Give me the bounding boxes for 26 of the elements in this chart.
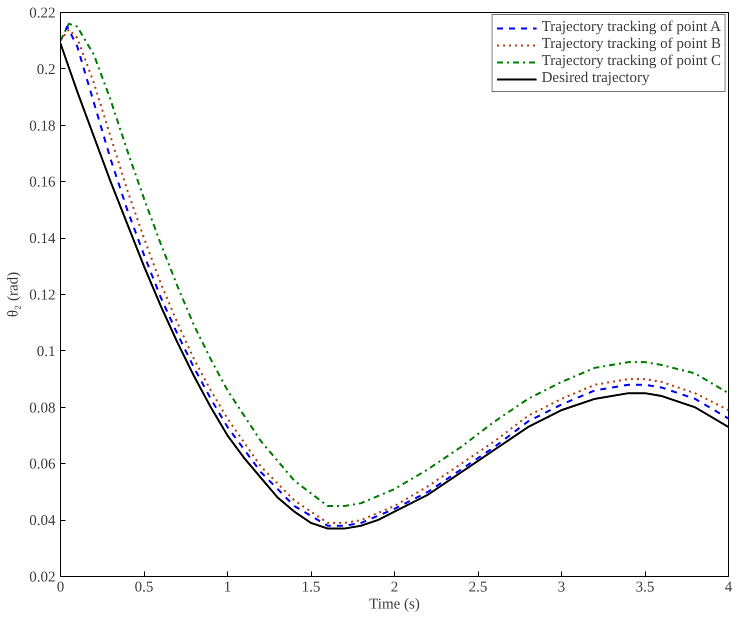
x-tick-label: 4 — [724, 580, 733, 596]
x-tick-label: 2 — [390, 580, 398, 596]
x-tick-label: 3 — [558, 580, 566, 596]
y-tick-label: 0.06 — [29, 456, 56, 473]
x-tick-label: 0 — [56, 580, 64, 596]
x-tick-label: 2.5 — [468, 580, 488, 596]
y-tick-label: 0.2 — [36, 62, 56, 78]
x-tick-label: 0.5 — [134, 580, 154, 596]
legend-label: Trajectory tracking of point B — [542, 36, 721, 53]
y-tick-label: 0.02 — [29, 570, 56, 586]
y-tick-label: 0.1 — [36, 344, 56, 360]
y-tick-label: 0.08 — [29, 400, 56, 416]
x-axis-title: Time (s) — [369, 596, 420, 612]
y-tick-label: 0.16 — [29, 174, 56, 191]
y-tick-label: 0.22 — [29, 6, 56, 22]
legend-label: Desired trajectory — [542, 70, 650, 87]
y-tick-label: 0.14 — [29, 231, 56, 248]
y-tick-label: 0.04 — [29, 513, 56, 530]
y-tick-label: 0.12 — [29, 288, 56, 304]
x-tick-label: 1.5 — [302, 580, 320, 596]
legend-label: Trajectory tracking of point A — [542, 19, 721, 36]
y-axis-title: θ₂ (rad) — [5, 272, 22, 318]
x-tick-label: 1 — [224, 580, 232, 596]
y-tick-label: 0.18 — [29, 118, 56, 134]
x-tick-label: 3.5 — [636, 580, 654, 596]
legend-label: Trajectory tracking of point C — [542, 53, 721, 70]
